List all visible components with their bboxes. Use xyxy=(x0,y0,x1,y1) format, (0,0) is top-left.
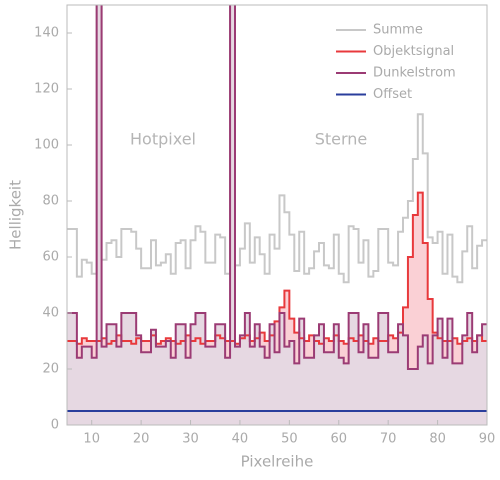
x-tick-label: 60 xyxy=(330,432,347,447)
x-tick-label: 80 xyxy=(429,432,446,447)
x-tick-label: 50 xyxy=(281,432,298,447)
y-tick-label: 0 xyxy=(51,418,59,433)
legend-label: Dunkelstrom xyxy=(373,66,456,81)
lines xyxy=(67,5,487,412)
x-tick-label: 70 xyxy=(380,432,397,447)
legend-label: Objektsignal xyxy=(373,44,454,59)
y-tick-label: 60 xyxy=(42,250,59,265)
y-tick-label: 140 xyxy=(34,26,59,41)
y-axis-label: Helligkeit xyxy=(7,180,25,250)
y-tick-label: 80 xyxy=(42,194,59,209)
x-tick-label: 90 xyxy=(479,432,496,447)
annotation: Hotpixel xyxy=(130,130,196,149)
legend-label: Offset xyxy=(373,87,412,102)
area xyxy=(67,5,487,425)
legend-label: Summe xyxy=(373,23,423,38)
y-tick-label: 100 xyxy=(34,138,59,153)
line xyxy=(67,5,487,284)
y-tick-label: 120 xyxy=(34,82,59,97)
x-tick-label: 10 xyxy=(83,432,100,447)
annotation: Sterne xyxy=(315,130,368,149)
x-tick-label: 20 xyxy=(133,432,150,447)
line xyxy=(67,191,487,345)
x-tick-label: 30 xyxy=(182,432,199,447)
y-tick-label: 40 xyxy=(42,306,59,321)
line xyxy=(67,5,487,370)
x-axis-label: Pixelreihe xyxy=(241,453,314,471)
x-tick-label: 40 xyxy=(232,432,249,447)
fills xyxy=(67,5,487,425)
y-tick-label: 20 xyxy=(42,362,59,377)
frame xyxy=(66,4,488,426)
